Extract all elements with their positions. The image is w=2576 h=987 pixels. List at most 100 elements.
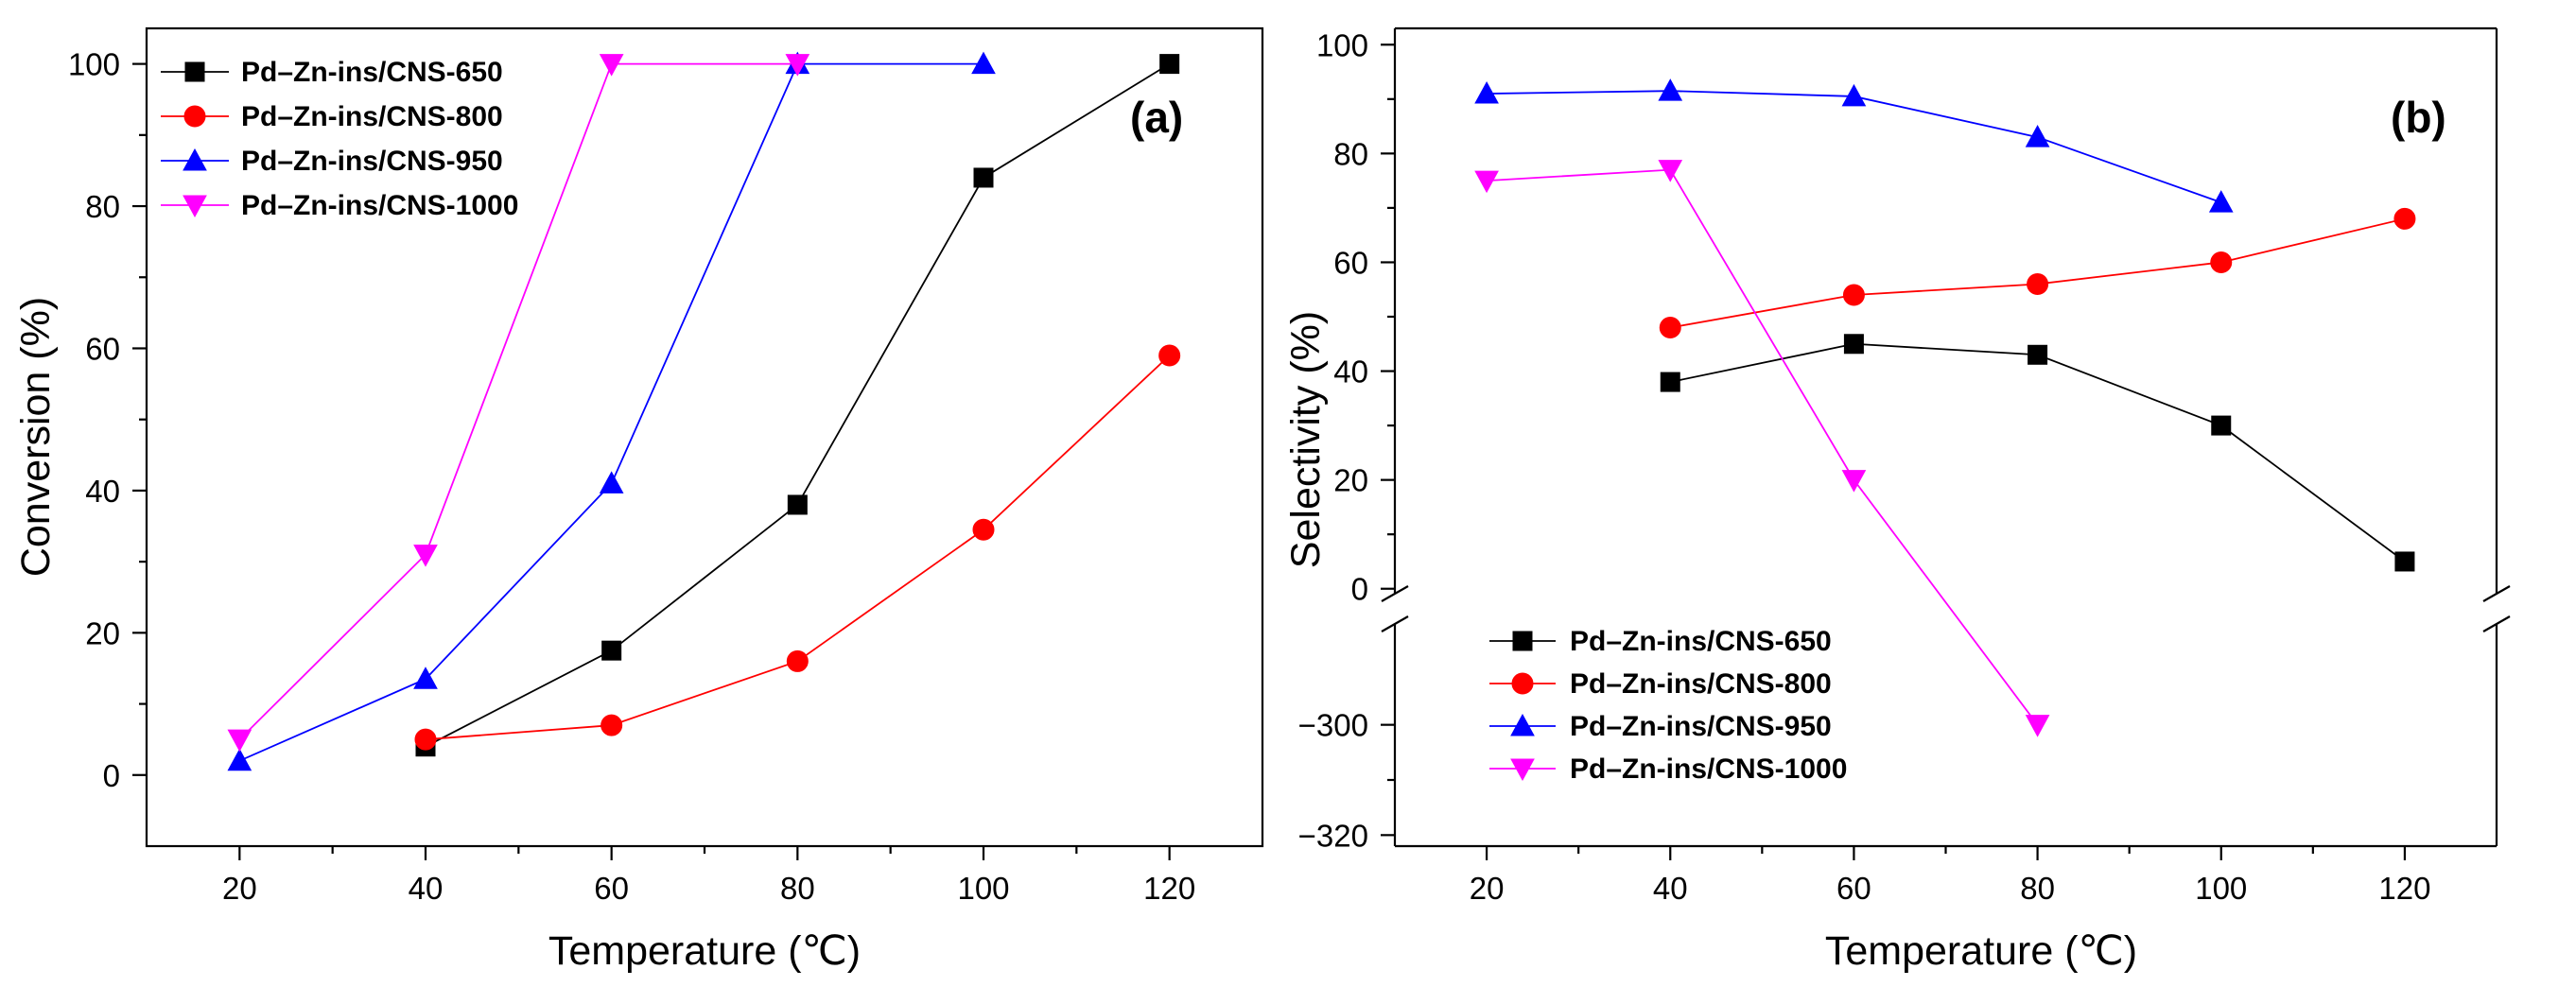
y-tick-label-a: 20 xyxy=(85,615,120,650)
data-point-pd-zn-ins-cns-650 xyxy=(1159,54,1180,75)
data-point-pd-zn-ins-cns-800 xyxy=(600,714,623,736)
data-point-pd-zn-ins-cns-800 xyxy=(972,518,995,541)
data-point-pd-zn-ins-cns-650 xyxy=(973,167,994,188)
y-tick-label-b: 0 xyxy=(1351,572,1368,607)
data-point-pd-zn-ins-cns-950 xyxy=(227,748,252,771)
y-tick-label-b: 60 xyxy=(1333,245,1368,280)
y-tick-label-b: 20 xyxy=(1333,463,1368,498)
legend-marker-pd-zn-ins-cns-950 xyxy=(1510,713,1535,736)
data-point-pd-zn-ins-cns-1000 xyxy=(413,545,438,567)
axes-ticks-a: 20 40 60 80 100 120 0 20 40 60 80 100 xyxy=(68,47,1195,906)
x-tick-label-a: 80 xyxy=(780,871,815,906)
data-point-pd-zn-ins-cns-1000 xyxy=(599,54,624,77)
series-markers-b xyxy=(1474,78,2416,737)
y-axis-label-b: Selectivity (%) xyxy=(1283,311,1329,568)
data-point-pd-zn-ins-cns-950 xyxy=(599,471,624,494)
y-tick-label-a: 60 xyxy=(85,331,120,366)
data-point-pd-zn-ins-cns-650 xyxy=(1660,372,1680,392)
x-tick-label-b: 100 xyxy=(2195,871,2247,906)
x-tick-label-b: 20 xyxy=(1470,871,1505,906)
legend-marker-pd-zn-ins-cns-650 xyxy=(184,61,205,82)
legend-marker-pd-zn-ins-cns-800 xyxy=(183,105,206,128)
series-line-pd-zn-ins-cns-650 xyxy=(425,62,1171,748)
x-tick-label-b: 120 xyxy=(2378,871,2430,906)
data-point-pd-zn-ins-cns-1000 xyxy=(227,729,252,753)
axis-break-mark xyxy=(2482,615,2511,632)
y-tick-label-a: 0 xyxy=(103,758,120,793)
chart-panel-b: 20 40 60 80 100 120 0 20 40 60 80 100 −300 −320 Pd–Zn… xyxy=(1283,26,2511,974)
data-point-pd-zn-ins-cns-650 xyxy=(2211,415,2232,436)
legend-b: Pd–Zn-ins/CNS-650 Pd–Zn-ins/CNS-800 Pd–Zn-… xyxy=(1489,626,1847,785)
panel-label-a: (a) xyxy=(1130,93,1183,142)
data-point-pd-zn-ins-cns-650 xyxy=(787,494,808,515)
legend-label-pd-zn-ins-cns-1000: Pd–Zn-ins/CNS-1000 xyxy=(241,190,518,221)
y-tick-label-b: 80 xyxy=(1333,136,1368,171)
series-line-pd-zn-ins-cns-800 xyxy=(1670,217,2406,329)
data-point-pd-zn-ins-cns-800 xyxy=(1659,317,1681,339)
y-tick-label-a: 100 xyxy=(68,47,120,82)
legend-label-pd-zn-ins-cns-800: Pd–Zn-ins/CNS-800 xyxy=(1570,668,1832,700)
x-axis-label-a: Temperature (℃) xyxy=(548,928,861,974)
y-tick-label-b: 100 xyxy=(1316,27,1368,62)
axis-break-mark xyxy=(1381,615,1409,632)
x-tick-label-b: 40 xyxy=(1653,871,1688,906)
y-axis-label-a: Conversion (%) xyxy=(13,297,59,577)
x-tick-label-a: 120 xyxy=(1143,871,1195,906)
series-line-pd-zn-ins-cns-950 xyxy=(1487,90,2222,203)
data-point-pd-zn-ins-cns-800 xyxy=(2027,272,2049,295)
y-tick-label-b: 40 xyxy=(1333,355,1368,390)
legend-label-pd-zn-ins-cns-950: Pd–Zn-ins/CNS-950 xyxy=(241,146,503,177)
data-point-pd-zn-ins-cns-1000 xyxy=(785,54,810,77)
legend-marker-pd-zn-ins-cns-650 xyxy=(1512,631,1533,651)
legend-label-pd-zn-ins-cns-650: Pd–Zn-ins/CNS-650 xyxy=(1570,626,1832,657)
data-point-pd-zn-ins-cns-650 xyxy=(2394,551,2415,572)
series-line-pd-zn-ins-cns-1000 xyxy=(1487,168,2039,726)
data-point-pd-zn-ins-cns-1000 xyxy=(2025,715,2050,737)
series-markers-a xyxy=(227,51,1181,771)
legend-label-pd-zn-ins-cns-800: Pd–Zn-ins/CNS-800 xyxy=(241,101,503,132)
data-point-pd-zn-ins-cns-950 xyxy=(1474,81,1499,104)
axis-break-mark xyxy=(2482,585,2511,602)
data-point-pd-zn-ins-cns-950 xyxy=(2025,125,2050,147)
x-tick-label-b: 60 xyxy=(1836,871,1871,906)
y-tick-label-b: −300 xyxy=(1298,708,1368,743)
data-point-pd-zn-ins-cns-950 xyxy=(2208,190,2234,213)
chart-panel-a: 20 40 60 80 100 120 0 20 40 60 80 100 Pd–Zn-ins/CNS… xyxy=(13,26,1264,974)
legend-label-pd-zn-ins-cns-650: Pd–Zn-ins/CNS-650 xyxy=(241,57,503,88)
data-point-pd-zn-ins-cns-950 xyxy=(1658,78,1683,101)
data-point-pd-zn-ins-cns-950 xyxy=(413,667,438,689)
x-tick-label-a: 40 xyxy=(409,871,444,906)
data-point-pd-zn-ins-cns-800 xyxy=(2210,251,2233,273)
data-point-pd-zn-ins-cns-800 xyxy=(1158,344,1181,367)
legend-marker-pd-zn-ins-cns-950 xyxy=(183,147,207,171)
data-point-pd-zn-ins-cns-800 xyxy=(786,649,809,672)
legend-a: Pd–Zn-ins/CNS-650 Pd–Zn-ins/CNS-800 Pd–Zn-… xyxy=(161,57,518,221)
data-point-pd-zn-ins-cns-1000 xyxy=(1474,170,1499,194)
x-tick-label-a: 100 xyxy=(957,871,1009,906)
x-axis-label-b: Temperature (℃) xyxy=(1825,928,2137,974)
data-point-pd-zn-ins-cns-950 xyxy=(1841,83,1867,107)
series-line-pd-zn-ins-cns-650 xyxy=(1670,342,2406,563)
legend-label-pd-zn-ins-cns-1000: Pd–Zn-ins/CNS-1000 xyxy=(1570,753,1847,785)
x-tick-label-b: 80 xyxy=(2020,871,2055,906)
x-tick-label-a: 20 xyxy=(222,871,257,906)
data-point-pd-zn-ins-cns-800 xyxy=(1842,284,1865,306)
panel-label-b: (b) xyxy=(2391,93,2446,142)
data-point-pd-zn-ins-cns-800 xyxy=(2393,207,2416,230)
data-point-pd-zn-ins-cns-1000 xyxy=(1658,160,1683,182)
x-tick-label-a: 60 xyxy=(594,871,629,906)
data-point-pd-zn-ins-cns-800 xyxy=(414,728,437,751)
legend-marker-pd-zn-ins-cns-800 xyxy=(1511,672,1534,695)
axis-break-mark xyxy=(1381,585,1409,602)
axes-ticks-b: 20 40 60 80 100 120 0 20 40 60 80 100 −300 −320 xyxy=(1298,27,2431,906)
data-point-pd-zn-ins-cns-1000 xyxy=(1841,470,1867,493)
series-line-pd-zn-ins-cns-800 xyxy=(425,355,1171,741)
y-tick-label-b: −320 xyxy=(1298,818,1368,853)
data-point-pd-zn-ins-cns-650 xyxy=(2028,344,2048,365)
plot-frame-b xyxy=(1381,26,2511,848)
series-line-pd-zn-ins-cns-1000 xyxy=(238,62,798,740)
legend-marker-pd-zn-ins-cns-1000 xyxy=(1510,758,1535,782)
y-tick-label-a: 80 xyxy=(85,189,120,224)
data-point-pd-zn-ins-cns-650 xyxy=(601,640,622,661)
